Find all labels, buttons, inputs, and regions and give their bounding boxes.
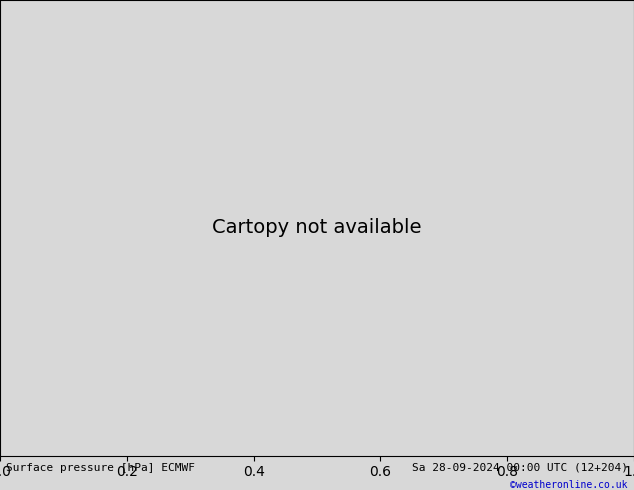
Text: ©weatheronline.co.uk: ©weatheronline.co.uk — [510, 480, 628, 490]
Text: Surface pressure [hPa] ECMWF: Surface pressure [hPa] ECMWF — [6, 463, 195, 473]
Text: Cartopy not available: Cartopy not available — [212, 219, 422, 237]
Text: Sa 28-09-2024 00:00 UTC (12+204): Sa 28-09-2024 00:00 UTC (12+204) — [411, 463, 628, 473]
